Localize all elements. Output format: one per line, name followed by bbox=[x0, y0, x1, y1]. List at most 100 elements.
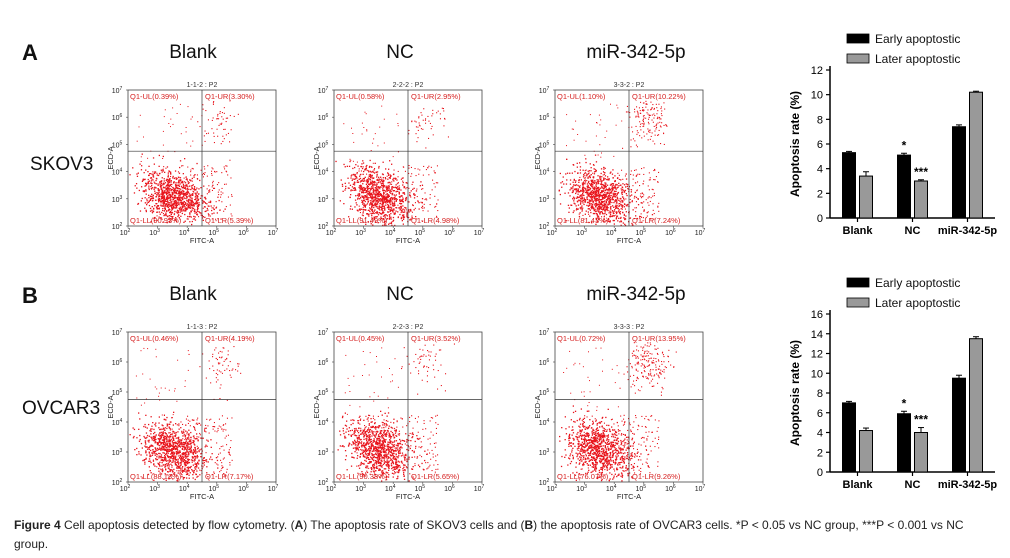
flow-event bbox=[184, 193, 187, 195]
flow-event bbox=[654, 168, 656, 170]
flow-event bbox=[170, 449, 172, 451]
flow-event bbox=[218, 363, 220, 365]
flow-event bbox=[192, 435, 194, 437]
flow-event bbox=[158, 434, 160, 436]
flow-event bbox=[403, 192, 405, 194]
flow-event bbox=[194, 459, 196, 461]
flow-event bbox=[631, 126, 633, 128]
flow-event bbox=[387, 196, 389, 199]
flow-event bbox=[387, 195, 389, 197]
flow-event bbox=[362, 166, 364, 168]
flow-event bbox=[635, 175, 637, 177]
flow-event bbox=[172, 197, 174, 199]
flow-event bbox=[213, 135, 215, 137]
flow-event bbox=[652, 121, 654, 123]
flow-event bbox=[620, 224, 622, 226]
flow-event bbox=[190, 445, 192, 447]
flow-event bbox=[406, 212, 408, 215]
flow-event bbox=[237, 363, 239, 365]
flow-event bbox=[640, 129, 642, 131]
flow-event bbox=[194, 478, 196, 481]
flow-event bbox=[186, 197, 188, 199]
flow-event bbox=[396, 179, 398, 181]
flow-event bbox=[591, 196, 594, 198]
flow-event bbox=[432, 109, 434, 111]
flow-event bbox=[592, 196, 594, 198]
x-tick-label: 106 bbox=[444, 228, 455, 237]
flow-event bbox=[369, 175, 371, 177]
flow-event bbox=[160, 436, 163, 438]
flow-event bbox=[637, 113, 639, 115]
flow-event bbox=[589, 192, 591, 194]
flow-event bbox=[599, 144, 601, 146]
flow-event bbox=[385, 202, 387, 204]
flow-event bbox=[211, 128, 213, 130]
flow-event bbox=[580, 198, 582, 200]
flow-event bbox=[400, 195, 402, 197]
flow-event bbox=[172, 123, 174, 125]
flow-event bbox=[197, 439, 199, 441]
flow-event bbox=[195, 198, 197, 200]
flow-event bbox=[170, 186, 172, 188]
flow-event bbox=[609, 190, 611, 192]
flow-event bbox=[380, 193, 382, 195]
flow-event bbox=[169, 221, 171, 223]
flow-event bbox=[150, 187, 152, 190]
flow-event bbox=[166, 450, 168, 452]
flow-event bbox=[136, 187, 138, 189]
flow-event bbox=[599, 195, 601, 197]
flow-event bbox=[155, 196, 157, 198]
flow-event bbox=[161, 169, 163, 171]
flow-event bbox=[170, 126, 171, 128]
flow-event bbox=[196, 419, 198, 421]
y-tick-label: 102 bbox=[112, 478, 123, 487]
flow-event bbox=[184, 187, 186, 189]
flow-event bbox=[158, 441, 160, 444]
flow-event bbox=[388, 211, 390, 213]
flow-event bbox=[601, 200, 603, 202]
flow-event bbox=[194, 446, 196, 449]
flow-event bbox=[580, 179, 582, 181]
flow-event bbox=[594, 154, 597, 156]
flow-event bbox=[584, 170, 586, 172]
flow-event bbox=[422, 119, 424, 121]
flow-event bbox=[151, 439, 153, 441]
flow-event bbox=[172, 203, 174, 205]
flow-event bbox=[602, 194, 605, 196]
flow-event bbox=[158, 464, 161, 466]
flow-event bbox=[187, 466, 189, 468]
flow-event bbox=[189, 204, 191, 206]
flow-event bbox=[163, 116, 165, 118]
flow-event bbox=[362, 177, 364, 180]
flow-event bbox=[612, 205, 614, 207]
flow-event bbox=[214, 430, 216, 432]
flow-event bbox=[185, 131, 187, 133]
flow-event bbox=[619, 213, 621, 215]
flow-event bbox=[352, 189, 354, 191]
flow-event bbox=[391, 207, 393, 209]
flow-event bbox=[359, 185, 361, 188]
flow-event bbox=[373, 197, 375, 199]
flow-event bbox=[237, 370, 239, 372]
flow-event bbox=[614, 185, 616, 187]
flow-event bbox=[363, 180, 365, 182]
flow-event bbox=[158, 439, 161, 441]
flow-event bbox=[376, 210, 378, 213]
flow-event bbox=[183, 203, 185, 206]
flow-event bbox=[216, 463, 218, 465]
flow-event bbox=[156, 211, 158, 213]
flow-event bbox=[180, 439, 182, 441]
flow-event bbox=[388, 194, 390, 196]
flow-event bbox=[373, 217, 375, 219]
flow-event bbox=[179, 466, 181, 468]
flow-event bbox=[573, 184, 575, 186]
flow-event bbox=[658, 134, 660, 136]
flow-event bbox=[174, 151, 176, 153]
flow-event bbox=[561, 186, 563, 188]
flow-event bbox=[600, 204, 602, 206]
flow-event bbox=[169, 442, 171, 444]
flow-event bbox=[399, 206, 402, 208]
flow-event bbox=[177, 444, 179, 446]
flow-event bbox=[565, 173, 567, 175]
flow-event bbox=[181, 193, 183, 195]
